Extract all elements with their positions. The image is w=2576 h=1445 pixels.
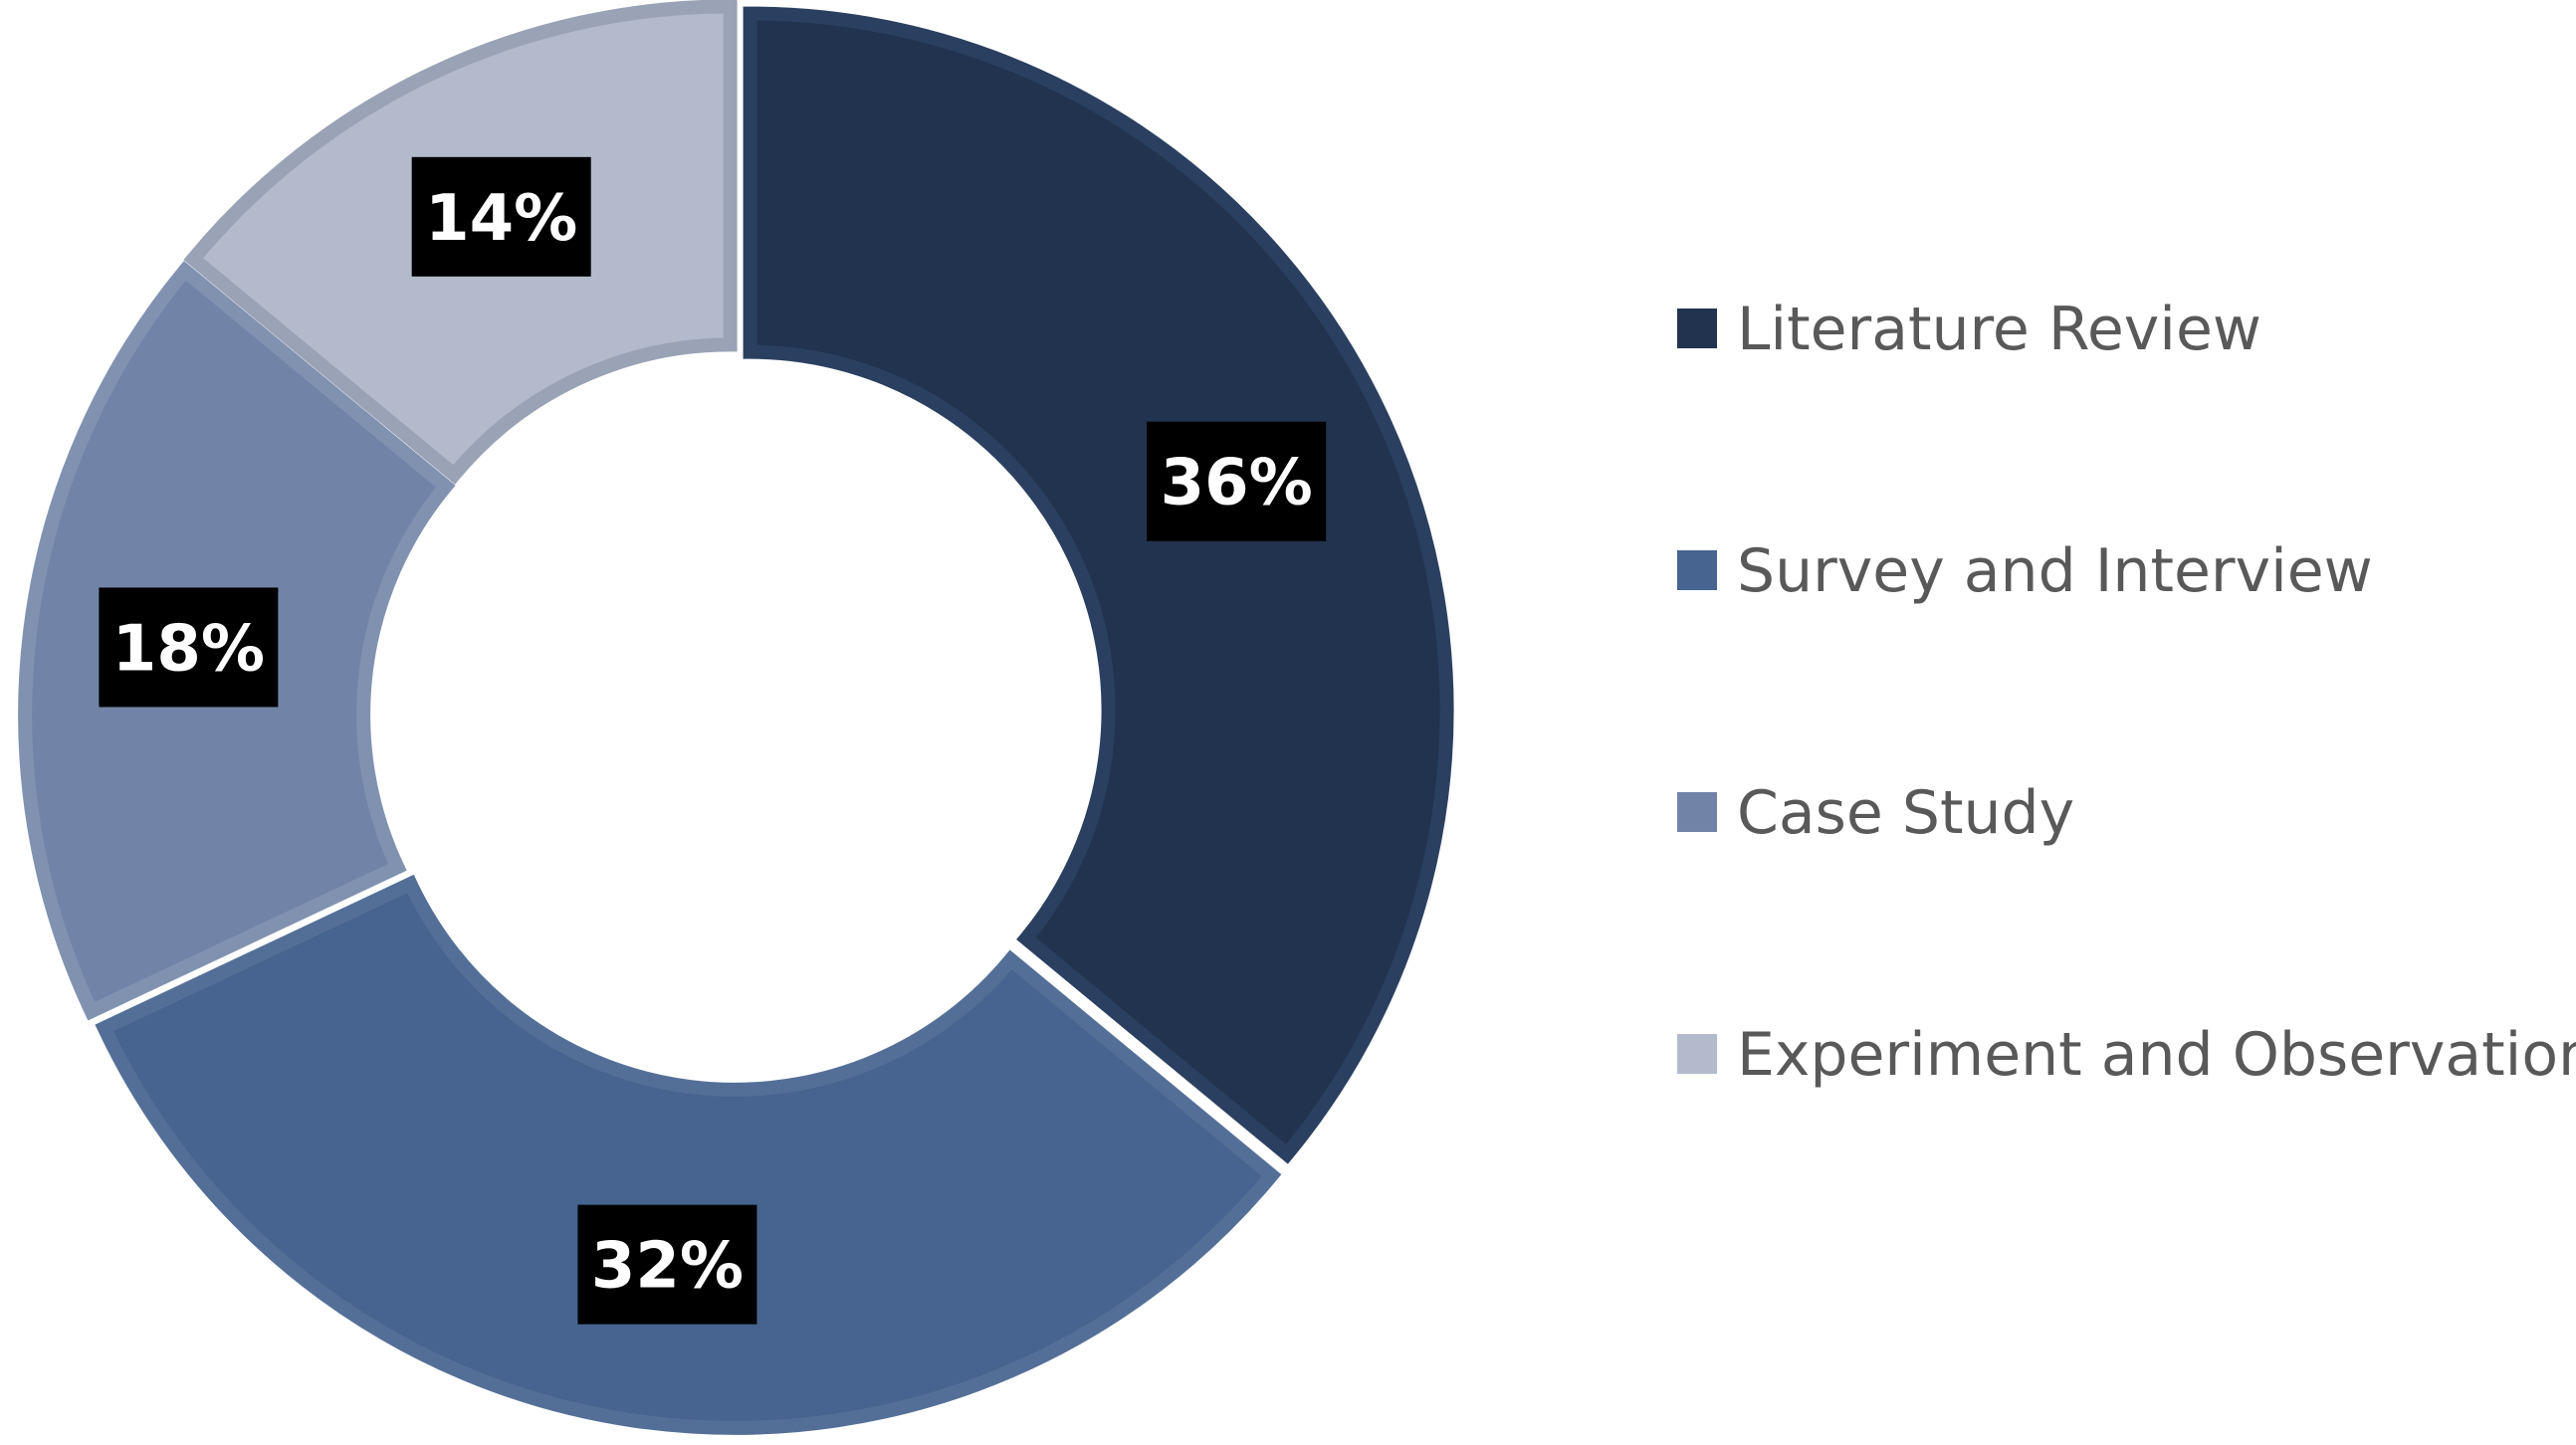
data-label-text: 14% [425,182,577,256]
legend-label: Survey and Interview [1737,536,2373,606]
legend-label: Experiment and Observation [1737,1020,2576,1090]
data-label-literature-review: 36% [1147,421,1327,541]
legend-item-survey-and-interview: Survey and Interview [1677,536,2373,606]
legend-swatch [1677,792,1717,832]
slice-data-labels: 36% 32% 18% 14% [99,156,1327,1325]
donut-slice-literature-review [743,6,1454,1164]
chart-legend: Literature Review Survey and Interview Cas… [1677,295,2576,1090]
legend-label: Literature Review [1737,295,2261,364]
data-label-box [1147,421,1327,541]
data-label-box [577,1204,757,1325]
data-label-box [411,156,591,277]
data-label-box [99,587,279,708]
donut-slice-survey-and-interview [95,874,1282,1435]
data-label-survey-and-interview: 32% [577,1204,757,1325]
data-label-experiment-and-observation: 14% [411,156,591,277]
legend-swatch [1677,550,1717,590]
legend-item-case-study: Case Study [1677,778,2074,848]
legend-item-literature-review: Literature Review [1677,295,2261,364]
legend-swatch [1677,309,1717,348]
legend-item-experiment-and-observation: Experiment and Observation [1677,1020,2576,1090]
legend-swatch [1677,1034,1717,1074]
data-label-text: 32% [591,1230,744,1304]
legend-label: Case Study [1737,778,2074,848]
data-label-text: 18% [112,612,265,686]
data-label-case-study: 18% [99,587,279,708]
data-label-text: 36% [1161,447,1313,520]
